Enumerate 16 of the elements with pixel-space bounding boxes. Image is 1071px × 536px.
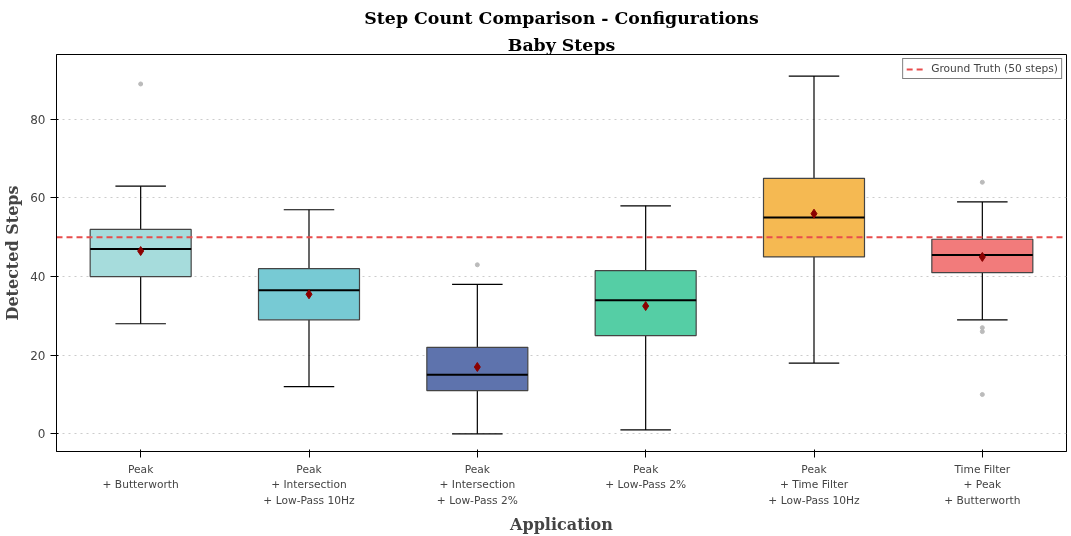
chart-subtitle: Baby Steps <box>507 34 616 55</box>
x-tick-label: Peak + Butterworth <box>102 462 179 492</box>
x-tick-label: Peak + Intersection + Low-Pass 10Hz <box>263 462 356 507</box>
x-tick-label: Peak + Intersection + Low-Pass 2% <box>436 462 518 507</box>
x-tick-label: Time Filter + Peak + Butterworth <box>944 462 1021 507</box>
legend-label: Ground Truth (50 steps) <box>931 62 1058 75</box>
y-tick-label: 60 <box>30 191 46 206</box>
y-axis-title: Detected Steps <box>3 185 23 321</box>
x-tick-label: Peak + Low-Pass 2% <box>605 462 687 492</box>
x-tick-label: Peak + Time Filter + Low-Pass 10Hz <box>768 462 861 507</box>
y-tick-label: 0 <box>37 427 46 442</box>
y-tick-label: 20 <box>30 348 46 363</box>
y-tick-label: 80 <box>30 112 46 127</box>
x-axis-title: Application <box>509 514 614 534</box>
y-tick-label: 40 <box>30 270 46 285</box>
chart-title: Step Count Comparison - Configurations <box>364 7 759 28</box>
